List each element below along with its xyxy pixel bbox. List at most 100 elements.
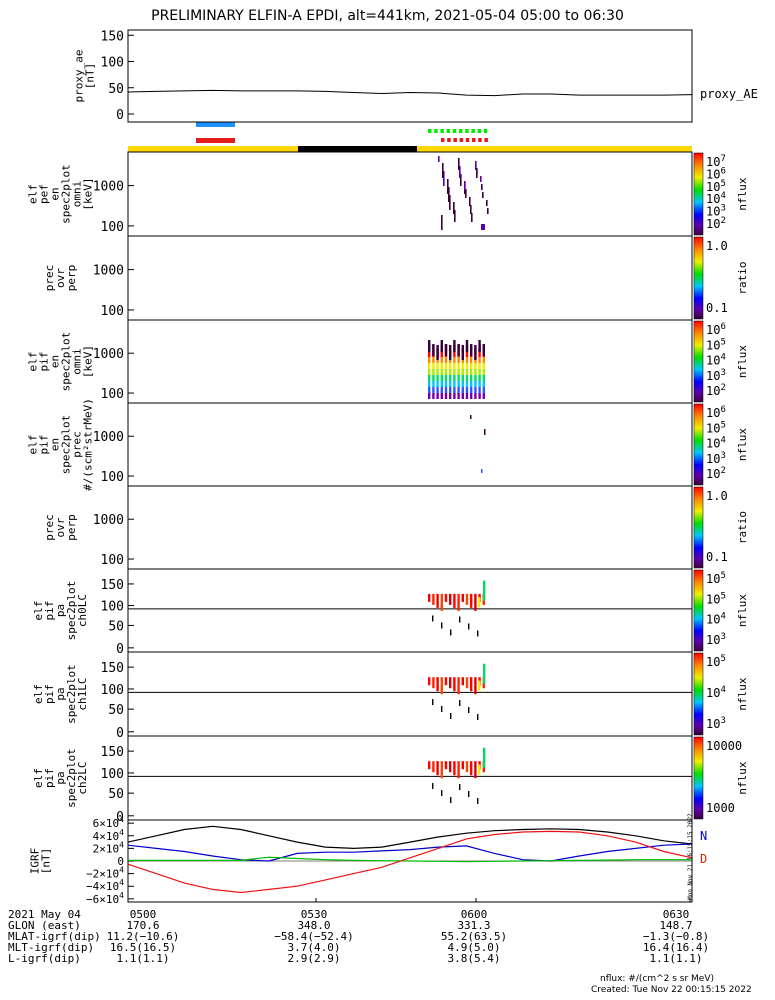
x-row-label: 2021 May 04 — [8, 908, 81, 921]
colorbar-tick-label: 102 — [706, 466, 726, 481]
data-cell — [470, 593, 473, 608]
y-axis-label-line: en — [49, 355, 62, 368]
data-cell — [465, 363, 469, 369]
footer-units: nflux: #/(cm^2 s sr MeV) — [600, 974, 714, 984]
data-cell — [428, 369, 431, 375]
data-cell — [453, 340, 456, 352]
y-axis-label-line: ovr — [54, 268, 67, 288]
data-cell — [482, 381, 485, 387]
y-axis-label-line: pa — [54, 604, 67, 617]
data-cell — [436, 761, 439, 776]
data-cell — [453, 369, 456, 375]
colorbar-label: nflux — [736, 677, 749, 710]
data-cell — [482, 192, 484, 198]
panel-frame — [127, 29, 693, 123]
colorbar-tick-label: 103 — [706, 716, 726, 731]
data-cell — [474, 387, 477, 393]
y-axis-label-line: pa — [54, 771, 67, 784]
data-cell — [457, 387, 460, 393]
data-cell — [470, 393, 473, 399]
colorbar-tick-label: 104 — [706, 353, 726, 368]
colorbar-tick-label: 104 — [706, 612, 726, 627]
data-cell — [468, 707, 470, 714]
colorbar-tick-label: 0.1 — [706, 301, 728, 315]
y-tick-label: −4×104 — [86, 878, 124, 893]
data-cell — [428, 593, 431, 602]
y-tick-label: 100 — [101, 387, 124, 402]
data-cell — [459, 616, 461, 623]
data-cell — [449, 381, 452, 387]
colorbar: 105 104 103 nflux — [693, 652, 749, 736]
data-cell — [441, 790, 443, 797]
data-cell — [461, 677, 464, 686]
green-dash — [471, 129, 475, 133]
y-axis-label-line: prec — [43, 265, 56, 292]
data-cell — [440, 363, 443, 369]
y-tick-label: 100 — [101, 683, 124, 698]
plot-title: PRELIMINARY ELFIN-A EPDI, alt=441km, 202… — [151, 8, 624, 24]
y-tick-label: 50 — [108, 82, 124, 97]
colorbar-label: ratio — [736, 511, 749, 544]
y-tick-label: 2×104 — [93, 840, 125, 855]
data-cell — [449, 375, 452, 381]
data-cell — [465, 369, 469, 375]
data-cell — [441, 215, 443, 230]
y-axis-label-line: [keV] — [82, 345, 95, 378]
panel-frame — [127, 568, 693, 653]
data-cell — [461, 369, 464, 375]
data-cell — [443, 171, 445, 186]
red-dash — [441, 138, 445, 142]
green-dash — [459, 129, 463, 133]
data-cell — [465, 351, 469, 357]
science-bar — [417, 146, 692, 152]
y-axis-label-line: en — [49, 187, 62, 200]
data-cell — [432, 677, 435, 689]
panel-frame — [127, 651, 693, 737]
data-cell — [444, 381, 448, 387]
data-cell — [470, 357, 473, 363]
data-cell — [436, 381, 439, 387]
footer-created: Created: Tue Nov 22 00:15:15 2022 — [591, 985, 752, 995]
data-cell — [465, 677, 469, 689]
y-tick-label: 1000 — [93, 430, 124, 445]
y-axis-label-line: spec2plot — [65, 581, 78, 641]
data-cell — [432, 357, 435, 363]
colorbar-tick-label: 103 — [706, 368, 726, 383]
data-cell — [440, 351, 443, 357]
y-axis-label-line: spec2plot — [65, 748, 78, 808]
data-cell — [458, 158, 460, 170]
y-axis-label-line: en — [49, 438, 62, 451]
colorbar-label-line: nflux — [736, 677, 749, 710]
data-cell — [436, 393, 439, 399]
data-cell — [474, 363, 477, 369]
colorbar-tick-label: 105 — [706, 654, 726, 669]
data-cell — [444, 393, 448, 399]
data-cell — [449, 369, 452, 375]
data-cell — [440, 340, 443, 352]
y-axis-label-line: elf — [32, 684, 45, 704]
y-tick-label: 0 — [116, 642, 124, 657]
y-tick-label: 100 — [101, 304, 124, 319]
data-cell — [453, 363, 456, 369]
panel-frame — [127, 735, 693, 821]
data-cell — [486, 200, 488, 206]
green-dash — [477, 129, 482, 133]
data-cell — [470, 761, 473, 776]
y-tick-label: 100 — [101, 220, 124, 235]
y-tick-label: −2×104 — [86, 866, 124, 881]
data-cell — [482, 357, 485, 363]
data-cell — [444, 593, 448, 602]
data-cell — [453, 202, 455, 214]
data-cell — [470, 375, 473, 381]
colorbar-gradient — [693, 236, 704, 320]
data-cell — [440, 369, 443, 375]
colorbar-gradient — [693, 320, 704, 403]
data-cell — [438, 156, 440, 162]
x-row-value: 2.9(2.9) — [288, 952, 341, 965]
data-cell — [432, 783, 434, 790]
data-cell — [465, 340, 469, 352]
colorbar-label-line: nflux — [736, 594, 749, 627]
data-cell — [465, 375, 469, 381]
